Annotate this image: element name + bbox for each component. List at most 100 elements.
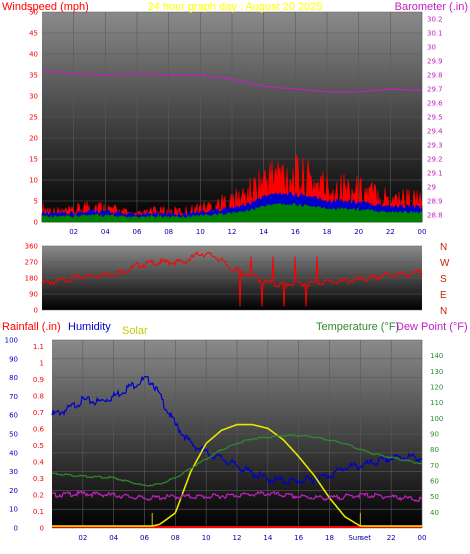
humidity-tick-label: 100 [5, 337, 18, 345]
wind-x-tick-label: 20 [354, 228, 363, 236]
barometer-tick-label: 28.9 [427, 198, 443, 206]
temperature-tick-label: 120 [430, 384, 443, 392]
dewpoint-axis-title: Dew Point (°F) [396, 321, 468, 333]
chart-title: 24 hour graph day : August 20 2025 [148, 1, 323, 13]
rain-tick-label: 1 [40, 360, 44, 368]
wind-y-tick-label: 45 [29, 30, 38, 38]
barometer-tick-label: 29.5 [427, 114, 443, 122]
humidity-tick-label: 90 [9, 355, 18, 363]
barometer-tick-label: 30.2 [427, 16, 443, 24]
humidity-x-tick-label: 08 [171, 534, 180, 542]
barometer-tick-label: 29.6 [427, 100, 443, 108]
humidity-x-tick-label: 18 [325, 534, 334, 542]
rain-tick-label: 0.4 [33, 459, 45, 467]
barometer-axis-title: Barometer (.in) [395, 1, 468, 13]
wind-axis-title: Windspeed (mph) [2, 1, 89, 13]
wind-y-tick-label: 30 [29, 93, 38, 101]
rain-tick-label: 0.9 [33, 376, 44, 384]
humidity-tick-label: 40 [9, 449, 18, 457]
rain-tick-label: 1.1 [33, 343, 44, 351]
wind-x-tick-label: 02 [69, 228, 78, 236]
humidity-x-tick-label: 00 [418, 534, 427, 542]
wind-x-tick-label: 16 [291, 228, 300, 236]
rain-tick-label: 0.2 [33, 492, 44, 500]
rain-tick-label: 0 [40, 525, 44, 533]
barometer-tick-label: 29 [427, 184, 436, 192]
wind-x-tick-label: 12 [228, 228, 237, 236]
rain-tick-label: 0.3 [33, 475, 44, 483]
rain-tick-label: 0.8 [33, 393, 44, 401]
humidity-x-tick-label: 12 [233, 534, 242, 542]
wind-x-tick-label: 18 [323, 228, 332, 236]
temperature-tick-label: 140 [430, 352, 443, 360]
wind-barometer-chart: 02 04 06 08 10 12 14 16 18 20 22 000510152025303540… [2, 1, 468, 236]
temperature-tick-label: 100 [430, 415, 443, 423]
humidity-tick-label: 60 [9, 412, 18, 420]
wind-y-tick-label: 15 [29, 156, 38, 164]
barometer-tick-label: 29.2 [427, 156, 443, 164]
solar-series [52, 423, 422, 527]
wind-y-tick-label: 25 [29, 114, 38, 122]
compass-label: E [440, 290, 447, 301]
rain-tick-label: 0.1 [33, 508, 44, 516]
humidity-temperature-chart: 02 04 06 08 10 12 14 16 18 22 00010203040506070809… [2, 321, 468, 542]
barometer-tick-label: 29.3 [427, 142, 443, 150]
temperature-tick-label: 90 [430, 431, 439, 439]
compass-label: S [440, 274, 447, 285]
humidity-x-tick-label: 14 [263, 534, 272, 542]
humidity-axis-title: Humidity [68, 321, 111, 333]
wind-y-tick-label: 50 [29, 9, 38, 17]
rain-tick-label: 0.6 [33, 426, 45, 434]
wind-y-tick-label: 40 [29, 51, 38, 59]
wind-y-tick-label: 5 [34, 198, 38, 206]
barometer-tick-label: 29.1 [427, 170, 443, 178]
temperature-tick-label: 40 [430, 509, 439, 517]
barometer-tick-label: 29.9 [427, 58, 443, 66]
humidity-x-tick-label: 06 [140, 534, 149, 542]
humidity-x-tick-label: 16 [294, 534, 303, 542]
wind-x-tick-label: 06 [133, 228, 142, 236]
temperature-tick-label: 80 [430, 446, 439, 454]
humidity-tick-label: 70 [9, 393, 18, 401]
wind-y-tick-label: 10 [29, 177, 38, 185]
temperature-tick-label: 60 [430, 478, 439, 486]
barometer-tick-label: 28.8 [427, 212, 443, 220]
wind-low-band [41, 202, 423, 223]
dewpoint-series [51, 489, 423, 503]
direction-tick-label: 270 [25, 259, 38, 267]
humidity-x-tick-label: 10 [202, 534, 211, 542]
temperature-series [51, 433, 423, 487]
direction-tick-label: 360 [25, 243, 38, 251]
rain-tick-label: 0.7 [33, 409, 44, 417]
rainfall-axis-title: Rainfall (.in) [2, 321, 61, 333]
barometer-tick-label: 29.7 [427, 86, 443, 94]
wind-x-tick-label: 22 [386, 228, 395, 236]
barometer-tick-label: 30.1 [427, 30, 443, 38]
solar-axis-title: Solar [122, 325, 148, 337]
wind-x-tick-label: 04 [101, 228, 110, 236]
humidity-x-tick-label: 04 [109, 534, 118, 542]
wind-y-tick-label: 35 [29, 72, 38, 80]
sunrise-label: Sun [348, 534, 361, 542]
temperature-axis-title: Temperature (°F) [316, 321, 399, 333]
humidity-tick-label: 30 [9, 468, 18, 476]
direction-tick-label: 90 [29, 291, 38, 299]
wind-x-tick-label: 14 [259, 228, 268, 236]
wind-x-tick-label: 10 [196, 228, 205, 236]
humidity-x-tick-label: 22 [387, 534, 396, 542]
barometer-tick-label: 30 [427, 44, 436, 52]
wind-y-tick-label: 20 [29, 135, 38, 143]
temperature-tick-label: 50 [430, 493, 439, 501]
compass-label: N [440, 306, 447, 317]
compass-label: W [440, 258, 450, 269]
temperature-tick-label: 110 [430, 399, 443, 407]
sunset-label: set [360, 534, 371, 542]
wind-x-tick-label: 00 [418, 228, 427, 236]
humidity-tick-label: 80 [9, 374, 18, 382]
humidity-tick-label: 10 [9, 506, 18, 514]
humidity-tick-label: 50 [9, 431, 18, 439]
temperature-tick-label: 70 [430, 462, 439, 470]
barometer-series [41, 70, 423, 93]
compass-label: N [440, 242, 447, 253]
